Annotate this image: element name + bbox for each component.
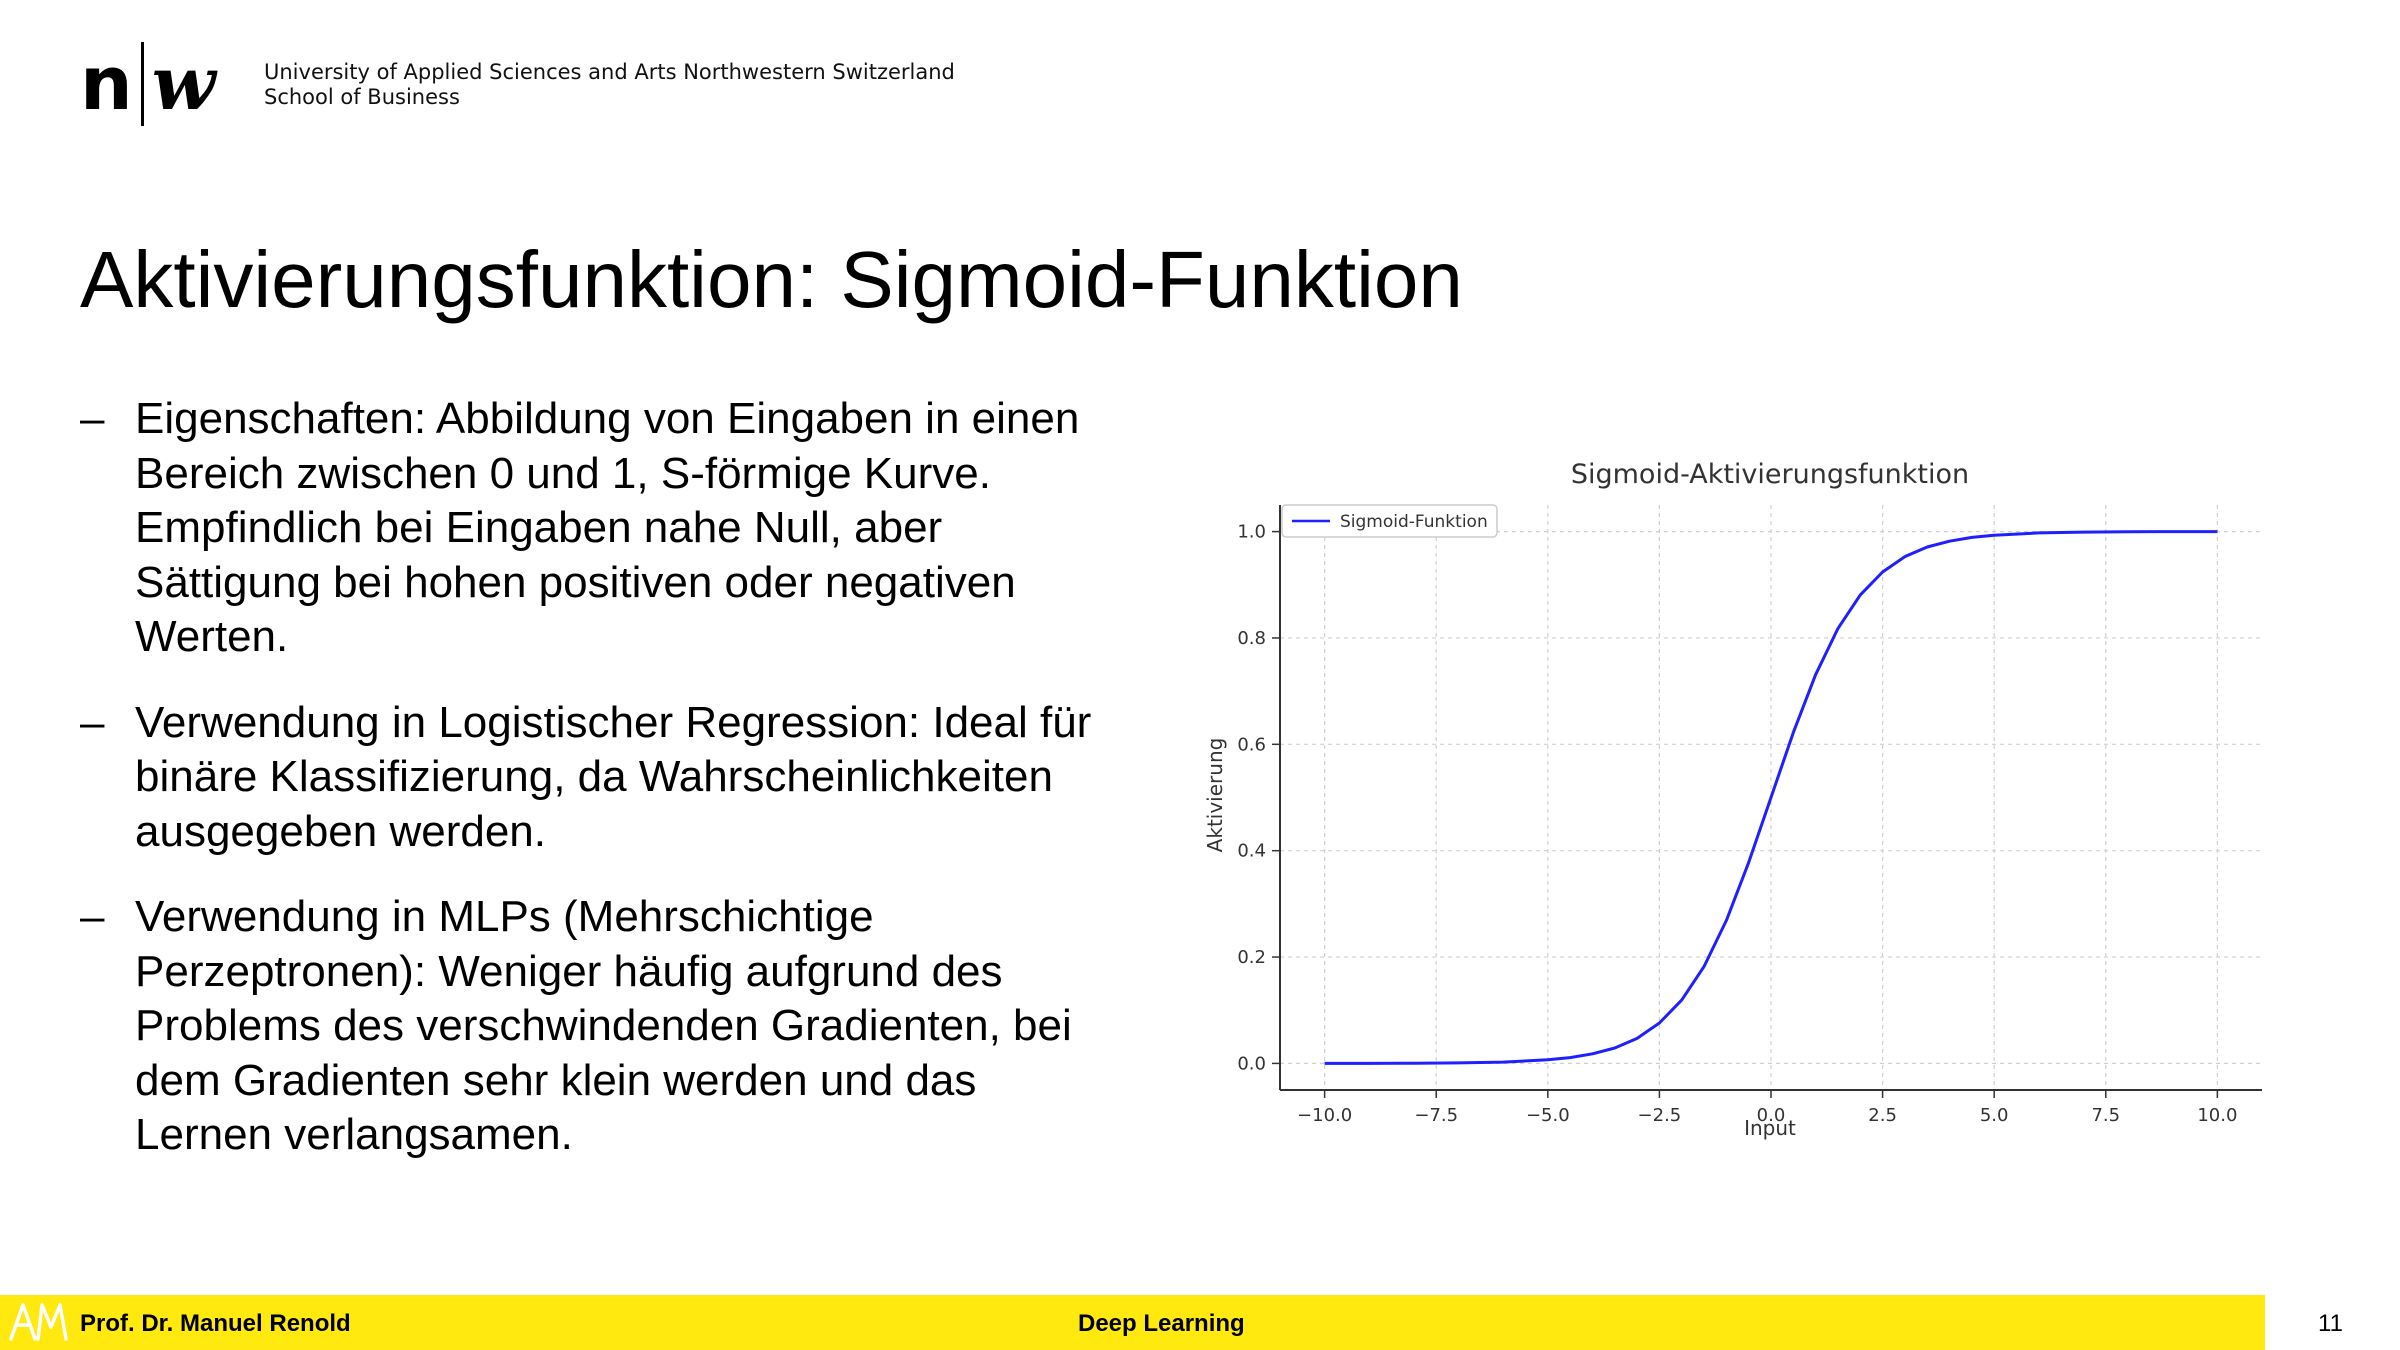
institution-line-2: School of Business xyxy=(264,85,460,109)
page-number: 11 xyxy=(2318,1310,2343,1337)
chart-series xyxy=(1324,530,2218,1065)
bullet-line: Eigenschaften: Abbildung von Eingaben in… xyxy=(135,394,1080,443)
y-tick-label: 0.2 xyxy=(1237,947,1266,968)
bullet-item: – Verwendung in MLPs (Mehrschichtige Per… xyxy=(80,890,1150,1163)
x-tick-label: −2.5 xyxy=(1638,1105,1682,1126)
x-tick-label: 5.0 xyxy=(1980,1105,2009,1126)
logo-divider xyxy=(140,42,144,126)
bullet-line: Sättigung bei hohen positiven oder negat… xyxy=(135,557,1016,607)
footer-course: Deep Learning xyxy=(1078,1310,1245,1337)
chart-ticks: −10.0 −7.5 −5.0 −2.5 0.0 2.5 5.0 7.5 10.0 0.0 0.2 0… xyxy=(1237,522,2237,1126)
legend-box xyxy=(1281,504,1498,538)
y-tick-label: 0.6 xyxy=(1237,734,1266,755)
bullet-line: Verwendung in Logistischer Regression: I… xyxy=(135,697,1092,747)
bullet-line: Werten. xyxy=(135,612,289,661)
chart-legend: Sigmoid-Funktion xyxy=(1281,504,1498,538)
am-monogram-icon xyxy=(9,1303,68,1341)
y-tick-label: 0.4 xyxy=(1237,841,1266,862)
bullet-item: – Verwendung in Logistischer Regression:… xyxy=(80,696,1150,860)
bullet-line: Problems des verschwindenden Gradienten,… xyxy=(135,1001,1072,1050)
bullet-marker: – xyxy=(80,892,105,941)
logo-letter-w: w xyxy=(151,41,216,127)
footer-author: Prof. Dr. Manuel Renold xyxy=(80,1310,351,1337)
bullet-line: binäre Klassifizierung, da Wahrscheinlic… xyxy=(135,752,1053,801)
slide-title: Aktivierungsfunktion: Sigmoid-Funktion xyxy=(80,235,1463,324)
sigmoid-line xyxy=(1324,530,2218,1065)
chart-grid xyxy=(1280,505,2262,1090)
x-tick-label: −5.0 xyxy=(1526,1105,1570,1126)
bullet-line: ausgegeben werden. xyxy=(135,806,546,856)
y-tick-label: 0.0 xyxy=(1237,1053,1266,1074)
bullet-item: – Eigenschaften: Abbildung von Eingaben … xyxy=(80,392,1150,665)
sigmoid-chart: Sigmoid-Aktivierungsfunktion −10.0 −7.5 −5… xyxy=(1203,459,2262,1140)
bullet-line: Lernen verlangsamen. xyxy=(135,1110,573,1159)
x-tick-label: 7.5 xyxy=(2091,1105,2120,1126)
x-axis-label: Input xyxy=(1744,1116,1796,1140)
y-tick-label: 0.8 xyxy=(1237,628,1266,649)
y-axis-label: Aktivierung xyxy=(1203,738,1227,853)
fhnw-logo: n w xyxy=(80,42,215,126)
institution-name: University of Applied Sciences and Arts … xyxy=(264,60,955,110)
bullet-line: Empfindlich bei Eingaben nahe Null, aber xyxy=(135,503,943,552)
bullet-line: Verwendung in MLPs (Mehrschichtige xyxy=(135,892,874,941)
x-tick-label: 10.0 xyxy=(2197,1105,2237,1126)
bullet-line: dem Gradienten sehr klein werden und das xyxy=(135,1055,977,1105)
bullet-marker: – xyxy=(80,697,105,747)
bullet-line: Perzeptronen): Weniger häufig aufgrund d… xyxy=(135,946,1003,996)
x-tick-label: 0.0 xyxy=(1757,1105,1786,1126)
institution-line-1: University of Applied Sciences and Arts … xyxy=(264,60,955,84)
legend-label: Sigmoid-Funktion xyxy=(1340,512,1488,532)
y-tick-label: 1.0 xyxy=(1237,522,1266,543)
bullet-marker: – xyxy=(80,394,105,443)
x-tick-label: 2.5 xyxy=(1868,1105,1897,1126)
chart-title: Sigmoid-Aktivierungsfunktion xyxy=(1571,459,1969,490)
footer-bar: Prof. Dr. Manuel Renold Deep Learning xyxy=(0,1295,2265,1350)
bullet-line: Bereich zwischen 0 und 1, S-förmige Kurv… xyxy=(135,448,991,498)
logo-letter-n: n xyxy=(80,41,133,127)
x-tick-label: −7.5 xyxy=(1414,1105,1458,1126)
bullet-list: – Eigenschaften: Abbildung von Eingaben … xyxy=(80,392,1150,1194)
x-tick-label: −10.0 xyxy=(1297,1105,1352,1126)
